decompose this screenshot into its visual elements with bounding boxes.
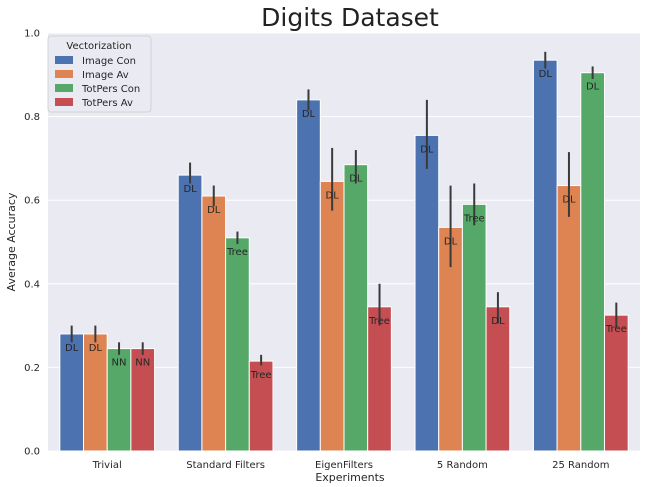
bar	[225, 237, 250, 452]
bar-label: DL	[207, 205, 221, 216]
bar-label: Tree	[250, 370, 272, 381]
x-tick-label: EigenFilters	[315, 460, 373, 471]
legend-title: Vectorization	[66, 41, 131, 52]
legend-label: TotPers Con	[81, 84, 140, 95]
legend-swatch	[55, 56, 73, 64]
bar-label: DL	[326, 190, 340, 201]
x-tick-label: 5 Random	[437, 460, 488, 471]
chart-title: Digits Dataset	[261, 3, 439, 32]
y-tick-label: 0.0	[24, 447, 40, 458]
x-tick-label: 25 Random	[552, 460, 609, 471]
y-tick-label: 0.2	[24, 363, 40, 374]
bar	[319, 180, 345, 452]
legend-box	[47, 35, 152, 113]
bar-label: Tree	[226, 247, 248, 258]
bar-label: DL	[349, 174, 363, 185]
bar	[343, 164, 369, 452]
y-tick-label: 1.0	[24, 29, 40, 40]
legend-swatch	[55, 84, 73, 92]
bar-label: Tree	[605, 324, 627, 335]
x-tick-label: Trivial	[92, 460, 122, 471]
bar	[177, 174, 203, 452]
error-bars	[70, 51, 618, 366]
legend-label: TotPers Av	[81, 98, 133, 109]
legend: Vectorization Image Con Image Av TotPers C…	[47, 35, 152, 113]
bar	[296, 99, 321, 452]
legend-label: Image Av	[82, 70, 129, 81]
bar-label: DL	[89, 343, 103, 354]
bar	[367, 306, 392, 452]
bar-label: Tree	[463, 213, 485, 224]
bar	[461, 203, 487, 452]
bar	[532, 59, 558, 452]
bar	[414, 134, 440, 452]
y-tick-label: 0.8	[24, 112, 40, 123]
bar	[201, 195, 227, 452]
bar-label: DL	[539, 69, 553, 80]
y-axis-label: Average Accuracy	[5, 192, 18, 291]
legend-label: Image Con	[82, 56, 136, 67]
bar	[603, 314, 629, 452]
x-tick-labels: Trivial Standard Filters EigenFilters 5 Ran…	[92, 460, 610, 471]
bar-label: DL	[562, 195, 576, 206]
bar-label: DL	[183, 184, 197, 195]
bar-label: Tree	[368, 316, 390, 327]
bars	[59, 59, 629, 452]
bar-label: DL	[586, 82, 600, 93]
bar-labels: DL DL DL DL DL DL DL DL DL DL NN Tree DL Tree DL NN Tree…	[65, 69, 627, 381]
bar	[556, 185, 582, 452]
x-tick-label: Standard Filters	[186, 460, 265, 471]
bar-label: NN	[112, 358, 127, 369]
bar-label: DL	[65, 343, 79, 354]
bar-label: DL	[420, 144, 434, 155]
legend-items: Image Con Image Av TotPers Con TotPers Av	[55, 56, 140, 109]
y-tick-label: 0.6	[24, 196, 40, 207]
legend-swatch	[55, 70, 73, 78]
bar-label: DL	[491, 316, 505, 327]
bar	[580, 72, 605, 452]
y-tick-label: 0.4	[24, 279, 40, 290]
x-axis-label: Experiments	[315, 471, 385, 484]
legend-swatch	[55, 98, 73, 106]
y-tick-labels: 0.0 0.2 0.4 0.6 0.8 1.0	[24, 29, 40, 458]
bar-label: DL	[444, 236, 458, 247]
bar-label: NN	[135, 358, 150, 369]
bar-label: DL	[302, 109, 316, 120]
bar	[485, 306, 511, 452]
